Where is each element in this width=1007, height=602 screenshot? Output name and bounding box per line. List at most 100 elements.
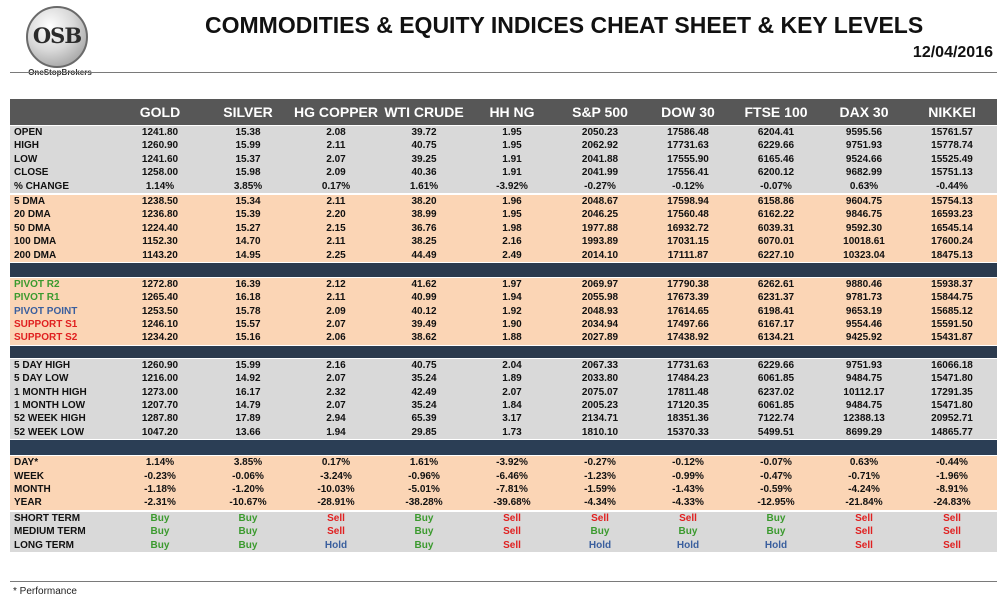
table-row: 52 WEEK LOW 1047.20 13.66 1.94 29.85 1.73 1810… — [10, 426, 997, 439]
table-cell: 2.07 — [502, 386, 522, 398]
table-cell: 1.92 — [502, 305, 522, 317]
table-cell: 6237.02 — [757, 386, 795, 398]
table-cell: 39.49 — [411, 319, 437, 331]
table-row: MEDIUM TERM Buy Buy Sell Buy Sell Buy Buy Buy Sel… — [10, 525, 997, 538]
table-cell: -10.67% — [229, 497, 267, 509]
table-cell: 35.24 — [411, 400, 437, 412]
table-row: 1 MONTH LOW 1207.70 14.79 2.07 35.24 1.84 2005… — [10, 399, 997, 412]
table-cell: 1.91 — [502, 153, 522, 165]
table-row: YEAR -2.31% -10.67% -28.91% -38.28% -39.68% -4… — [10, 496, 997, 509]
table-cell: 1.91 — [502, 167, 522, 179]
table-cell: 0.17% — [321, 457, 351, 469]
table-cell: 17031.15 — [667, 236, 709, 248]
table-cell: Buy — [150, 526, 170, 538]
table-cell: 40.12 — [411, 305, 437, 317]
table-cell: 6231.37 — [757, 292, 795, 304]
table-cell: 2041.99 — [581, 167, 619, 179]
table-cell: -0.44% — [936, 180, 968, 192]
table-row: HIGH 1260.90 15.99 2.11 40.75 1.95 2062.92 1773… — [10, 139, 997, 152]
table-cell: 14.95 — [235, 249, 261, 261]
table-row: LOW 1241.60 15.37 2.07 39.25 1.91 2041.88 17555… — [10, 153, 997, 166]
table-cell: 2.25 — [326, 249, 346, 261]
table-cell: Buy — [414, 539, 434, 551]
table-row: 200 DMA 1143.20 14.95 2.25 44.49 2.49 2014.10 1… — [10, 249, 997, 262]
table-cell: -1.96% — [936, 470, 968, 482]
table-cell: 1260.90 — [141, 140, 179, 152]
table-cell: 8699.29 — [845, 426, 883, 438]
table-cell: -0.23% — [144, 470, 176, 482]
table-cell: 1.94 — [326, 426, 346, 438]
column-header: WTI CRUDE — [384, 104, 464, 120]
table-cell: 1.89 — [502, 373, 522, 385]
table-cell: 40.99 — [411, 292, 437, 304]
table-cell: 1977.88 — [581, 222, 619, 234]
table-cell: 17600.24 — [931, 236, 973, 248]
table-cell: 2.16 — [502, 236, 522, 248]
table-cell: 1.61% — [409, 180, 439, 192]
table-cell: Sell — [503, 539, 521, 551]
table-cell: 1224.40 — [141, 222, 179, 234]
table-cell: 12388.13 — [843, 413, 885, 425]
footer-divider — [10, 581, 997, 582]
table-cell: 1.73 — [502, 426, 522, 438]
table-cell: -7.81% — [496, 483, 528, 495]
table-cell: Sell — [327, 512, 345, 524]
table-cell: -6.46% — [496, 470, 528, 482]
table-cell: 3.85% — [233, 180, 263, 192]
table-cell: 17111.87 — [667, 249, 709, 261]
row-label: 200 DMA — [14, 249, 57, 261]
table-row: 52 WEEK HIGH 1287.80 17.89 2.94 65.39 3.17 213… — [10, 412, 997, 425]
table-cell: 9484.75 — [845, 400, 883, 412]
table-cell: Hold — [324, 539, 348, 551]
table-cell: 17586.48 — [667, 127, 709, 138]
table-cell: 17291.35 — [931, 386, 973, 398]
section-divider — [10, 345, 997, 358]
table-cell: Sell — [943, 512, 961, 524]
table-cell: 17673.39 — [667, 292, 709, 304]
row-label: WEEK — [14, 470, 44, 482]
table-cell: 15471.80 — [931, 373, 973, 385]
table-cell: 9751.93 — [845, 359, 883, 371]
table-cell: 13.66 — [235, 426, 261, 438]
row-label: 5 DAY LOW — [14, 373, 69, 385]
table-cell: 15761.57 — [931, 127, 973, 138]
table-cell: 16932.72 — [667, 222, 709, 234]
table-cell: Sell — [855, 512, 873, 524]
table-cell: 2.32 — [326, 386, 346, 398]
table-cell: 5499.51 — [757, 426, 795, 438]
table-cell: Sell — [679, 512, 697, 524]
table-cell: Sell — [503, 526, 521, 538]
table-cell: 2.94 — [326, 413, 346, 425]
table-cell: 17555.90 — [667, 153, 709, 165]
table-cell: 17484.23 — [667, 373, 709, 385]
table-cell: 39.25 — [411, 153, 437, 165]
table-cell: -0.96% — [408, 470, 440, 482]
table-cell: 2048.93 — [581, 305, 619, 317]
table-cell: 2005.23 — [581, 400, 619, 412]
table-cell: -0.27% — [584, 180, 616, 192]
section-divider — [10, 262, 997, 277]
table-cell: 10323.04 — [843, 249, 885, 261]
table-cell: -4.24% — [848, 483, 880, 495]
table-cell: 20952.71 — [931, 413, 973, 425]
table-cell: 1.97 — [502, 278, 522, 290]
table-cell: 1253.50 — [141, 305, 179, 317]
column-header: NIKKEI — [928, 104, 976, 120]
table-cell: -0.07% — [760, 180, 792, 192]
osb-logo: OSB OneStopBrokers — [20, 6, 98, 78]
table-cell: 2048.67 — [581, 195, 619, 207]
table-cell: 1287.80 — [141, 413, 179, 425]
table-row: 5 DMA 1238.50 15.34 2.11 38.20 1.96 2048.67 175… — [10, 195, 997, 208]
table-cell: 1047.20 — [141, 426, 179, 438]
table-cell: 18351.36 — [667, 413, 709, 425]
table-cell: 9781.73 — [845, 292, 883, 304]
table-cell: 2.07 — [326, 319, 346, 331]
table-cell: 1238.50 — [141, 195, 179, 207]
table-cell: 35.24 — [411, 373, 437, 385]
table-cell: 16545.14 — [931, 222, 973, 234]
table-cell: 17731.63 — [667, 359, 709, 371]
table-row: 1 MONTH HIGH 1273.00 16.17 2.32 42.49 2.07 207… — [10, 386, 997, 399]
table-cell: 1234.20 — [141, 332, 179, 344]
table-cell: -1.20% — [232, 483, 264, 495]
table-cell: 2.09 — [326, 167, 346, 179]
